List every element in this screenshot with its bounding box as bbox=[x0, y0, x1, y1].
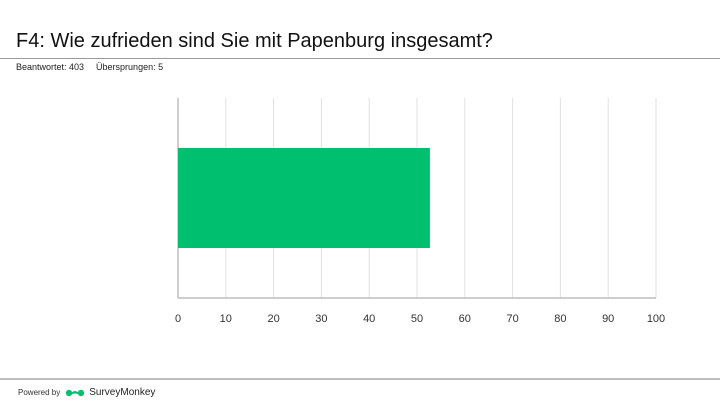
skipped-stat: Übersprungen: 5 bbox=[96, 62, 163, 72]
brand: SurveyMonkey bbox=[64, 386, 155, 398]
powered-by-label: Powered by bbox=[18, 387, 61, 397]
x-tick-label-10: 10 bbox=[220, 313, 232, 325]
x-tick-label-0: 0 bbox=[175, 313, 181, 325]
bar-0 bbox=[178, 148, 430, 248]
skipped-label: Übersprungen: 5 bbox=[96, 62, 164, 72]
answered-stat: Beantwortet: 403 bbox=[16, 62, 84, 72]
brand-name: SurveyMonkey bbox=[89, 386, 156, 398]
surveymonkey-logo-icon bbox=[66, 389, 85, 397]
x-tick-label-40: 40 bbox=[363, 313, 375, 325]
x-tick-label-60: 60 bbox=[459, 313, 471, 325]
x-tick-label-30: 30 bbox=[315, 313, 327, 325]
x-tick-label-20: 20 bbox=[267, 313, 279, 325]
footer: Powered by SurveyMonkey bbox=[18, 386, 155, 398]
x-tick-label-80: 80 bbox=[554, 313, 566, 325]
x-tick-label-70: 70 bbox=[506, 313, 518, 325]
answered-label: Beantwortet: 403 bbox=[16, 62, 85, 72]
footer-divider bbox=[0, 378, 720, 380]
x-tick-label-100: 100 bbox=[647, 313, 665, 325]
response-stats: Beantwortet: 403 Übersprungen: 5 bbox=[16, 62, 163, 72]
x-tick-label-50: 50 bbox=[411, 313, 423, 325]
page-title: F4: Wie zufrieden sind Sie mit Papenburg… bbox=[16, 30, 493, 52]
title-divider bbox=[0, 58, 720, 59]
x-tick-label-90: 90 bbox=[602, 313, 614, 325]
